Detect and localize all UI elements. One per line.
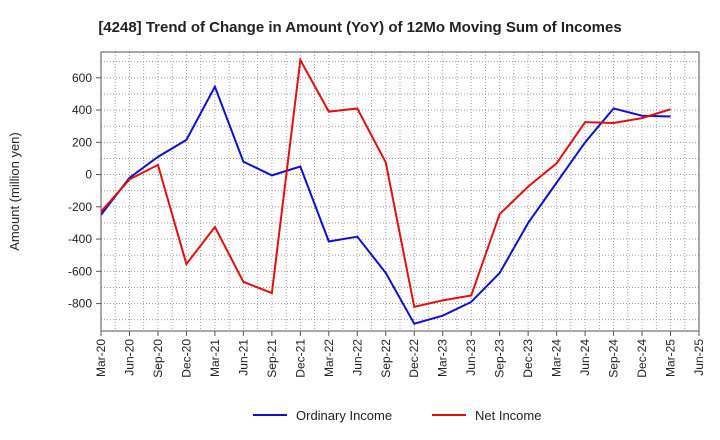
x-tick-label: Dec-20: [179, 339, 193, 378]
x-tick-label: Dec-21: [293, 339, 307, 378]
x-tick-label: Mar-23: [436, 339, 450, 377]
x-tick-label: Dec-24: [635, 339, 649, 378]
chart-title: [4248] Trend of Change in Amount (YoY) o…: [98, 19, 621, 36]
y-axis-label: Amount (million yen): [7, 132, 22, 251]
y-tick-label: 400: [72, 103, 92, 117]
x-tick-label: Sep-23: [493, 339, 507, 378]
y-tick-label: 200: [72, 135, 92, 149]
x-tick-label: Sep-21: [265, 339, 279, 378]
y-tick-label: 600: [72, 71, 92, 85]
y-tick-label: -800: [68, 297, 92, 311]
x-tick-label: Jun-22: [350, 339, 364, 376]
y-axis-ticks: 600 400 200 0 -200 -400 -600 -800: [68, 71, 101, 311]
x-tick-label: Mar-20: [94, 339, 108, 377]
series-group: [100, 56, 671, 325]
x-tick-label: Jun-24: [578, 339, 592, 376]
x-tick-label: Mar-24: [550, 339, 564, 377]
x-tick-label: Dec-22: [407, 339, 421, 378]
legend-label: Ordinary Income: [296, 408, 392, 423]
x-tick-label: Mar-22: [322, 339, 336, 377]
plot-area: [101, 52, 699, 331]
x-tick-label: Jun-20: [122, 339, 136, 376]
x-tick-label: Dec-23: [521, 339, 535, 378]
plot-frame: [100, 51, 700, 332]
x-tick-label: Jun-21: [236, 339, 250, 376]
x-tick-label: Sep-22: [379, 339, 393, 378]
x-tick-label: Jun-25: [692, 339, 706, 376]
x-tick-label: Sep-24: [607, 339, 621, 378]
x-axis-ticks: Mar-20 Jun-20 Sep-20 Dec-20 Mar-21 Jun-21 Sep-…: [94, 331, 706, 378]
y-tick-label: 0: [85, 168, 92, 182]
x-tick-label: Mar-21: [208, 339, 222, 377]
y-tick-label: -400: [68, 232, 92, 246]
legend-label: Net Income: [475, 408, 541, 423]
y-tick-label: -600: [68, 264, 92, 278]
x-tick-label: Sep-20: [151, 339, 165, 378]
x-tick-label: Jun-23: [464, 339, 478, 376]
legend: Ordinary Income Net Income: [253, 408, 541, 423]
y-tick-label: -200: [68, 200, 92, 214]
x-tick-label: Mar-25: [664, 339, 678, 377]
grid: [100, 52, 700, 331]
